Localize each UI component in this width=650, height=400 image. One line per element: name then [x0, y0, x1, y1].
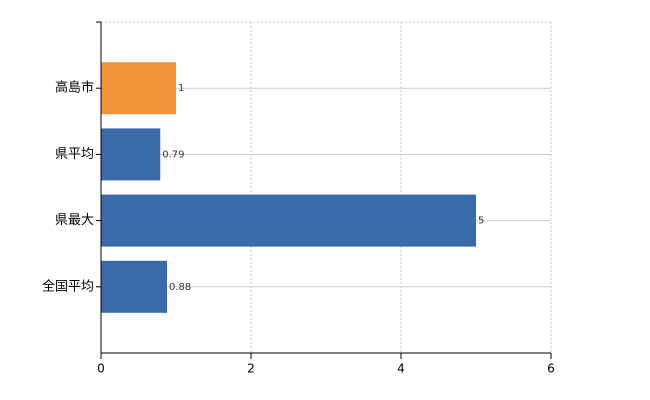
- bar: [101, 62, 176, 115]
- x-tick-label: 6: [547, 362, 555, 376]
- y-tick-label: 県平均: [55, 147, 94, 162]
- y-tick-label: 全国平均: [42, 278, 94, 294]
- bar: [101, 194, 476, 247]
- data-label: 0.79: [162, 149, 184, 160]
- x-tick-label: 2: [247, 362, 255, 376]
- x-tick-label: 4: [397, 362, 405, 376]
- x-tick-label: 0: [97, 362, 105, 376]
- data-label: 5: [478, 216, 484, 227]
- bar: [101, 260, 167, 313]
- y-tick-label: 県最大: [55, 213, 94, 228]
- data-label: 0.88: [169, 282, 191, 293]
- data-label: 1: [178, 83, 184, 94]
- bar: [101, 128, 161, 181]
- y-tick-label: 高島市: [55, 80, 94, 96]
